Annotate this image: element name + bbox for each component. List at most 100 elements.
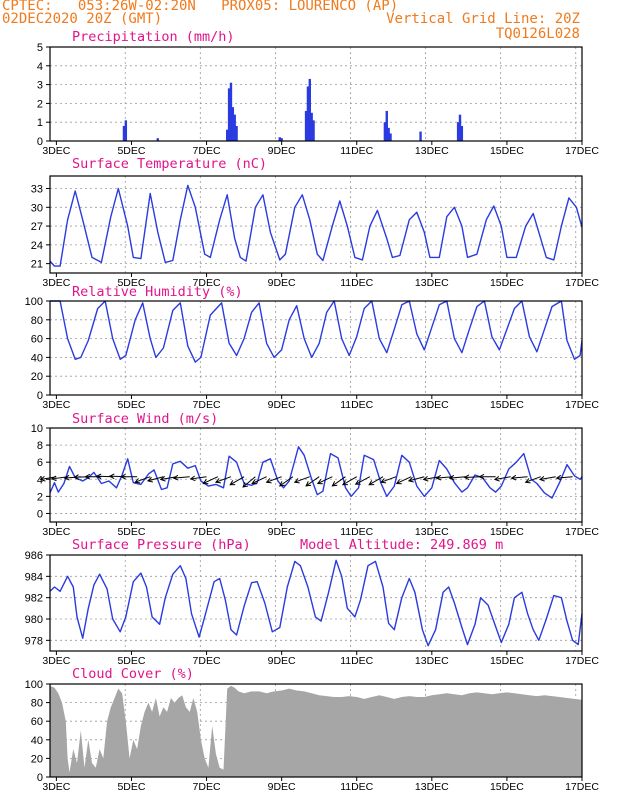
temp-xtick-label: 9DEC (268, 277, 296, 289)
wind-arrow (355, 476, 371, 485)
rh-ytick-label: 0 (37, 390, 43, 402)
precip-ytick-label: 4 (37, 61, 43, 73)
wind-arrow-head (524, 478, 531, 484)
header-station: CPTEC: 053:26W-02:20N PROX05: LOURENCO (… (2, 0, 399, 14)
wind-arrow (396, 476, 412, 484)
wind-arrow (423, 476, 440, 480)
cloud-xtick-label: 5DEC (117, 781, 145, 793)
cloud-ytick-label: 100 (25, 679, 43, 691)
cloud-ytick-label: 60 (31, 716, 43, 728)
wind-arrow-head (478, 473, 485, 480)
cloud-xtick-label: 7DEC (193, 781, 221, 793)
wind-arrow-head (251, 479, 258, 485)
wind-arrow-head (354, 479, 361, 485)
precip-bar (124, 120, 128, 141)
rh-panel (46, 300, 583, 399)
pressure-xtick-label: 11DEC (340, 655, 373, 667)
precip-frame (49, 46, 583, 142)
rh-xtick-label: 3DEC (42, 399, 70, 411)
precip-bar (122, 125, 126, 141)
wind-arrow-head (368, 480, 375, 486)
precip-bar (308, 78, 312, 141)
wind-arrow (539, 476, 556, 480)
wind-arrow (279, 476, 294, 487)
temp-xtick-label: 13DEC (415, 277, 449, 289)
cloud-xtick-label: 13DEC (415, 781, 449, 793)
precip-bar (306, 86, 310, 141)
temp-xtick-label: 17DEC (565, 277, 599, 289)
wind-arrow (368, 476, 384, 486)
temp-xtick-label: 7DEC (193, 277, 221, 289)
pressure-xtick-label: 17DEC (565, 655, 599, 667)
wind-arrow (215, 476, 232, 483)
precip-bar (458, 114, 462, 141)
pressure-title: Surface Pressure (hPa) (72, 537, 251, 553)
rh-series-line (50, 300, 583, 363)
cloud-xtick-label: 3DEC (42, 781, 70, 793)
wind-arrow (556, 476, 573, 479)
wind-ytick-label: 2 (37, 491, 43, 503)
pressure-ytick-label: 982 (25, 593, 43, 605)
rh-ytick-label: 80 (31, 315, 43, 327)
wind-arrow-head (538, 476, 545, 482)
pressure-panel (46, 554, 583, 655)
precip-xtick-label: 7DEC (193, 145, 221, 157)
precip-xtick-label: 13DEC (415, 145, 449, 157)
wind-arrow-head (120, 473, 126, 480)
wind-arrow-head (84, 473, 91, 480)
precip-bar (233, 114, 236, 141)
wind-ytick-label: 8 (37, 440, 43, 452)
precip-bar (419, 131, 422, 141)
wind-arrow (173, 476, 190, 479)
wind-arrow (525, 476, 541, 483)
cloud-panel (46, 683, 583, 781)
rh-frame (49, 300, 583, 396)
cloud-ytick-label: 80 (31, 698, 43, 710)
precip-bar (227, 88, 231, 141)
precip-xtick-label: 5DEC (117, 145, 145, 157)
temp-panel (46, 175, 583, 277)
wind-ytick-label: 0 (37, 508, 43, 520)
precip-bar (280, 138, 283, 141)
wind-arrow-head (395, 479, 402, 485)
wind-arrow (190, 476, 207, 480)
pressure-xtick-label: 9DEC (268, 655, 296, 667)
cloud-title: Cloud Cover (%) (72, 666, 194, 682)
wind-arrow-head (202, 479, 209, 485)
rh-ytick-label: 60 (31, 334, 43, 346)
precip-bar (278, 137, 281, 141)
cloud-ytick-label: 40 (31, 735, 43, 747)
temp-ytick-label: 27 (31, 221, 43, 233)
precip-bar (310, 112, 313, 141)
cloud-xtick-label: 9DEC (268, 781, 296, 793)
wind-arrow-head (108, 473, 115, 480)
wind-arrow-head (407, 477, 414, 483)
precip-title: Precipitation (mm/h) (72, 29, 235, 45)
wind-arrow-head (380, 478, 387, 484)
pressure-ytick-label: 986 (25, 550, 43, 562)
rh-ytick-label: 20 (31, 371, 43, 383)
wind-arrow-head (555, 474, 562, 481)
wind-xtick-label: 3DEC (42, 526, 70, 538)
header-grid-line: Vertical Grid Line: 20Z (386, 11, 580, 27)
wind-title: Surface Wind (m/s) (72, 411, 218, 427)
wind-arrow (449, 476, 466, 479)
wind-arrow-head (448, 474, 455, 481)
wind-ytick-label: 6 (37, 457, 43, 469)
wind-arrow (203, 476, 219, 484)
wind-arrow-head (305, 481, 312, 487)
wind-arrow (160, 476, 177, 480)
cloud-area (50, 685, 582, 777)
wind-arrow-head (172, 474, 179, 481)
pressure-xtick-label: 7DEC (193, 655, 221, 667)
rh-ytick-label: 40 (31, 352, 43, 364)
rh-xtick-label: 11DEC (340, 399, 373, 411)
precip-xtick-label: 3DEC (42, 145, 70, 157)
temp-xtick-label: 15DEC (490, 277, 524, 289)
precip-bar (156, 138, 159, 141)
wind-arrow-head (73, 474, 79, 480)
precip-bar (304, 110, 308, 141)
wind-arrow-head (278, 481, 285, 487)
precip-ytick-label: 1 (37, 117, 43, 129)
